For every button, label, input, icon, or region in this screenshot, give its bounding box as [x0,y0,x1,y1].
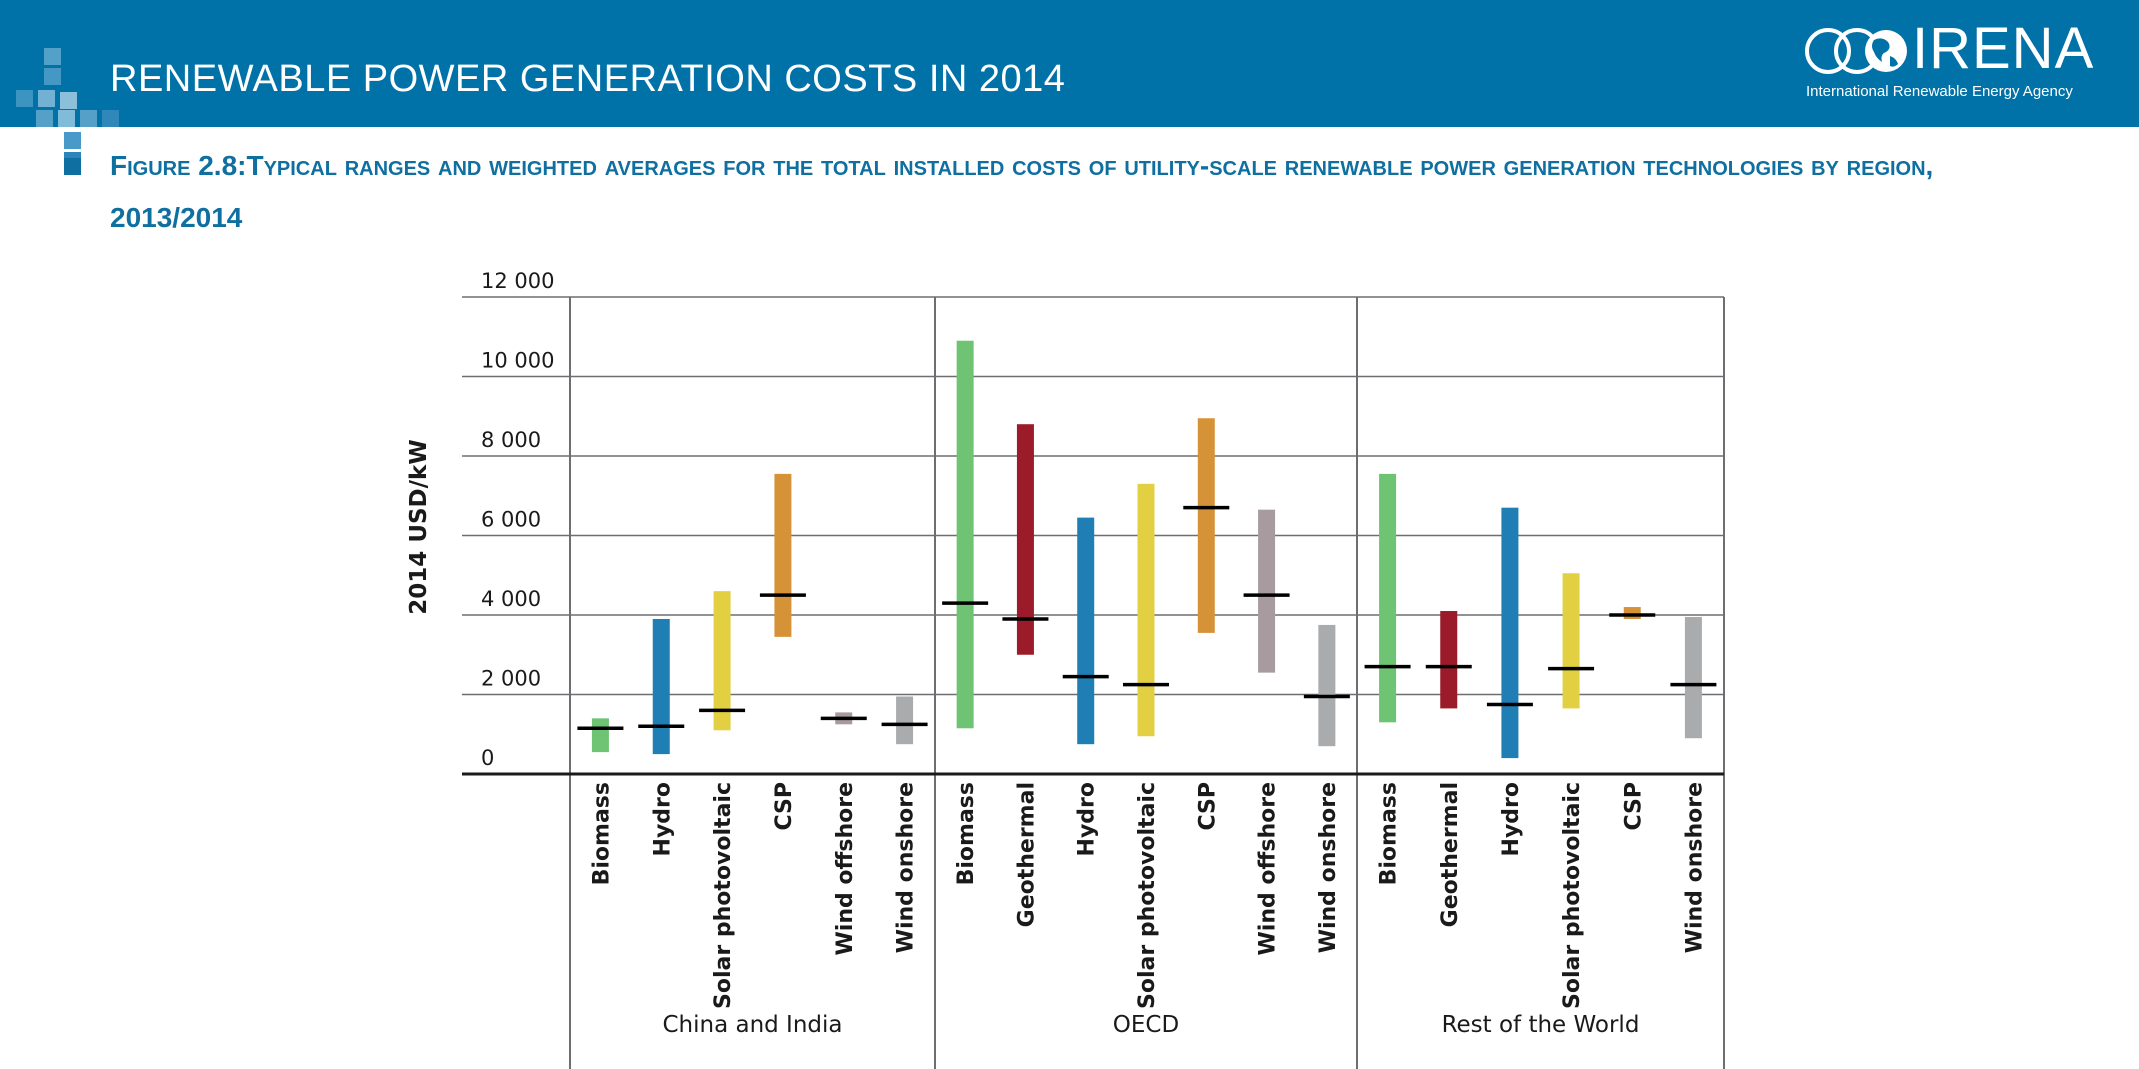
range-bar-biomass [956,340,974,729]
category-label: Geothermal [1014,782,1039,927]
range-bar-wind-onshore [1318,624,1336,747]
category-label: Hydro [650,782,675,856]
range-bar-hydro [1501,507,1519,759]
header-banner: RENEWABLE POWER GENERATION COSTS IN 2014… [0,0,2139,127]
category-label: Hydro [1499,782,1524,856]
range-bar-geothermal [1016,424,1034,655]
y-tick-label: 0 [481,746,494,770]
range-bar-solar-photovoltaic [1562,573,1580,709]
y-tick-label: 2 000 [481,667,541,691]
category-label: Biomass [1377,782,1402,885]
range-bar-hydro [1077,517,1095,745]
category-label: CSP [772,782,797,831]
category-label: Solar photovoltaic [711,782,736,1009]
category-label: Biomass [954,782,979,885]
irena-logo-text: IRENA [1912,16,2095,81]
category-label: Wind onshore [894,782,919,953]
group-label: Rest of the World [1442,1012,1640,1038]
irena-globe-icon [1805,28,1907,74]
range-bar-wind-onshore [896,696,914,745]
category-label: Biomass [589,782,614,885]
banner-title: RENEWABLE POWER GENERATION COSTS IN 2014 [110,58,1066,100]
range-bar-solar-photovoltaic [1137,483,1155,737]
category-label: Hydro [1075,782,1100,856]
y-tick-label: 4 000 [481,587,541,611]
group-label: China and India [662,1012,842,1038]
category-label: Wind offshore [833,782,858,955]
category-label: Geothermal [1438,782,1463,927]
category-label: Wind onshore [1316,782,1341,953]
y-tick-label: 8 000 [481,428,541,452]
range-bar-biomass [1379,473,1397,723]
group-label: OECD [1113,1012,1179,1038]
range-bar-hydro [652,618,670,755]
category-label: Wind onshore [1682,782,1707,953]
figure-title: Figure 2.8:Typical ranges and weighted a… [110,150,1934,233]
category-label: Solar photovoltaic [1560,782,1585,1009]
category-label: Solar photovoltaic [1135,782,1160,1009]
category-label: CSP [1621,782,1646,831]
range-bar-csp [1197,418,1215,633]
y-axis-label: 2014 USD/kW [406,439,432,614]
range-bar-wind-offshore [1258,509,1276,673]
range-bar-csp [1623,607,1641,619]
category-label: Wind offshore [1256,782,1281,955]
range-bar-biomass [591,718,609,753]
y-tick-label: 10 000 [481,349,554,373]
range-bar-wind-onshore [1684,616,1702,739]
irena-logo-subtitle: International Renewable Energy Agency [1806,83,2073,100]
y-tick-label: 6 000 [481,508,541,532]
range-bar-solar-photovoltaic [713,591,731,731]
range-bar-csp [774,473,792,637]
category-label: CSP [1195,782,1220,831]
y-tick-label: 12 000 [481,269,554,293]
range-bar-geothermal [1440,611,1458,709]
